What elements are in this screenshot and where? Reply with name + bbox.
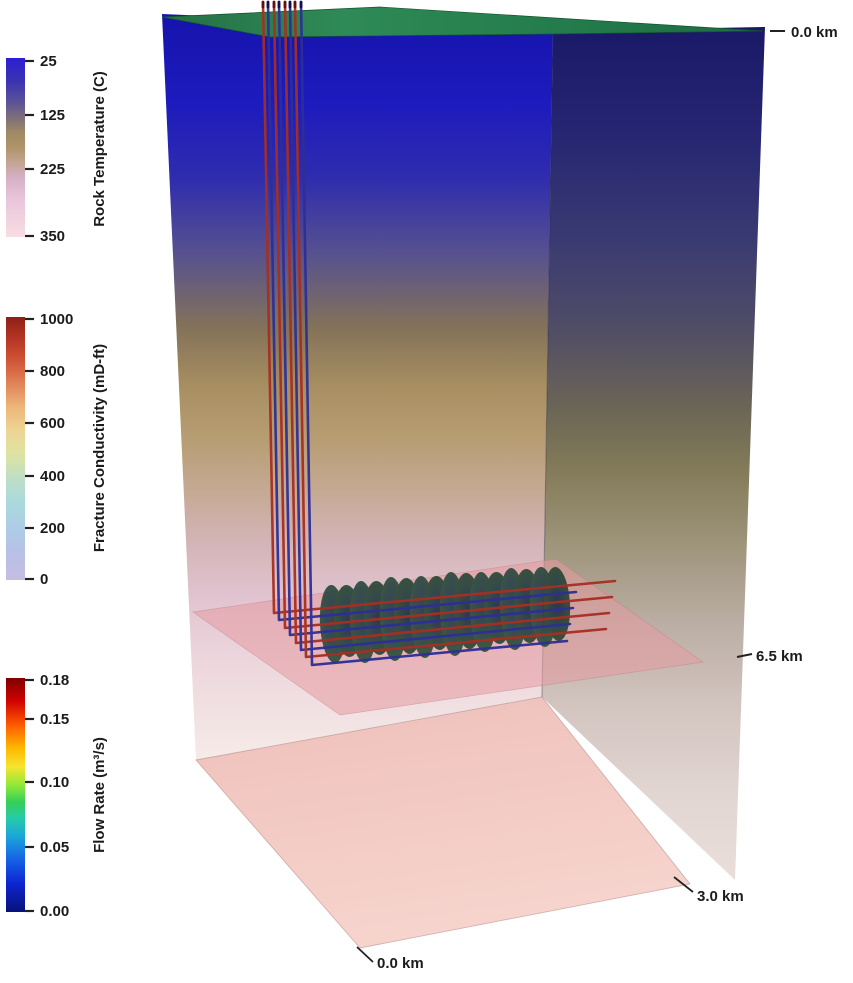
colorbar-ticks xyxy=(25,678,34,913)
tick-label: 0.18 xyxy=(40,672,69,689)
colorbar-gradient xyxy=(6,58,25,237)
width-right-label: 3.0 km xyxy=(697,888,744,905)
reservoir-box xyxy=(161,6,765,949)
production-well-path xyxy=(266,1,578,622)
production-well-path xyxy=(299,1,569,667)
width-origin-tick xyxy=(356,946,374,963)
colorbar-gradient xyxy=(6,678,25,912)
tick-label: 600 xyxy=(40,415,65,432)
colorbar-title: Rock Temperature (C) xyxy=(91,71,108,227)
colorbar-gradient xyxy=(6,317,25,580)
width-right-tick xyxy=(673,876,694,893)
tick-label: 400 xyxy=(40,468,65,485)
tick-label: 200 xyxy=(40,520,65,537)
tick-label: 0.10 xyxy=(40,774,69,791)
width-origin-label: 0.0 km xyxy=(377,955,424,972)
injection-well-path xyxy=(261,1,617,615)
box-front-face xyxy=(162,14,553,760)
tick-label: 0 xyxy=(40,571,48,588)
fracture-conductivity-colorbar: 1000 800 600 400 200 0 Fracture Conducti… xyxy=(6,311,108,588)
production-well-path xyxy=(277,1,575,637)
wellhead-stubs xyxy=(261,0,303,9)
colorbar-title: Fracture Conductivity (mD-ft) xyxy=(91,344,108,552)
tick-label: 0.15 xyxy=(40,711,69,728)
surface-depth-label: 0.0 km xyxy=(791,24,838,41)
box-bottom-face xyxy=(195,696,691,949)
colorbar-ticks xyxy=(25,59,34,238)
fracture-depth-tick xyxy=(736,653,753,658)
injection-well-path xyxy=(293,1,608,659)
tick-label: 0.00 xyxy=(40,903,69,920)
injection-well-path xyxy=(272,1,614,630)
tick-label: 350 xyxy=(40,228,65,245)
ground-surface xyxy=(161,6,764,38)
production-well-path xyxy=(288,1,572,652)
tick-label: 800 xyxy=(40,363,65,380)
colorbar-ticks xyxy=(25,317,34,581)
axis-annotations: 0.0 km 6.5 km 3.0 km 0.0 km xyxy=(356,24,838,972)
fracture-depth-label: 6.5 km xyxy=(756,648,803,665)
well-paths xyxy=(261,1,617,667)
flow-rate-colorbar: 0.18 0.15 0.10 0.05 0.00 Flow Rate (m³/s… xyxy=(6,672,108,920)
rock-temperature-colorbar: 25 125 225 350 Rock Temperature (C) xyxy=(6,53,108,245)
tick-label: 225 xyxy=(40,161,65,178)
tick-label: 125 xyxy=(40,107,65,124)
injection-well-path xyxy=(283,1,611,645)
tick-label: 0.05 xyxy=(40,839,69,856)
colorbar-title: Flow Rate (m³/s) xyxy=(91,737,108,853)
tick-label: 1000 xyxy=(40,311,73,328)
tick-label: 25 xyxy=(40,53,57,70)
